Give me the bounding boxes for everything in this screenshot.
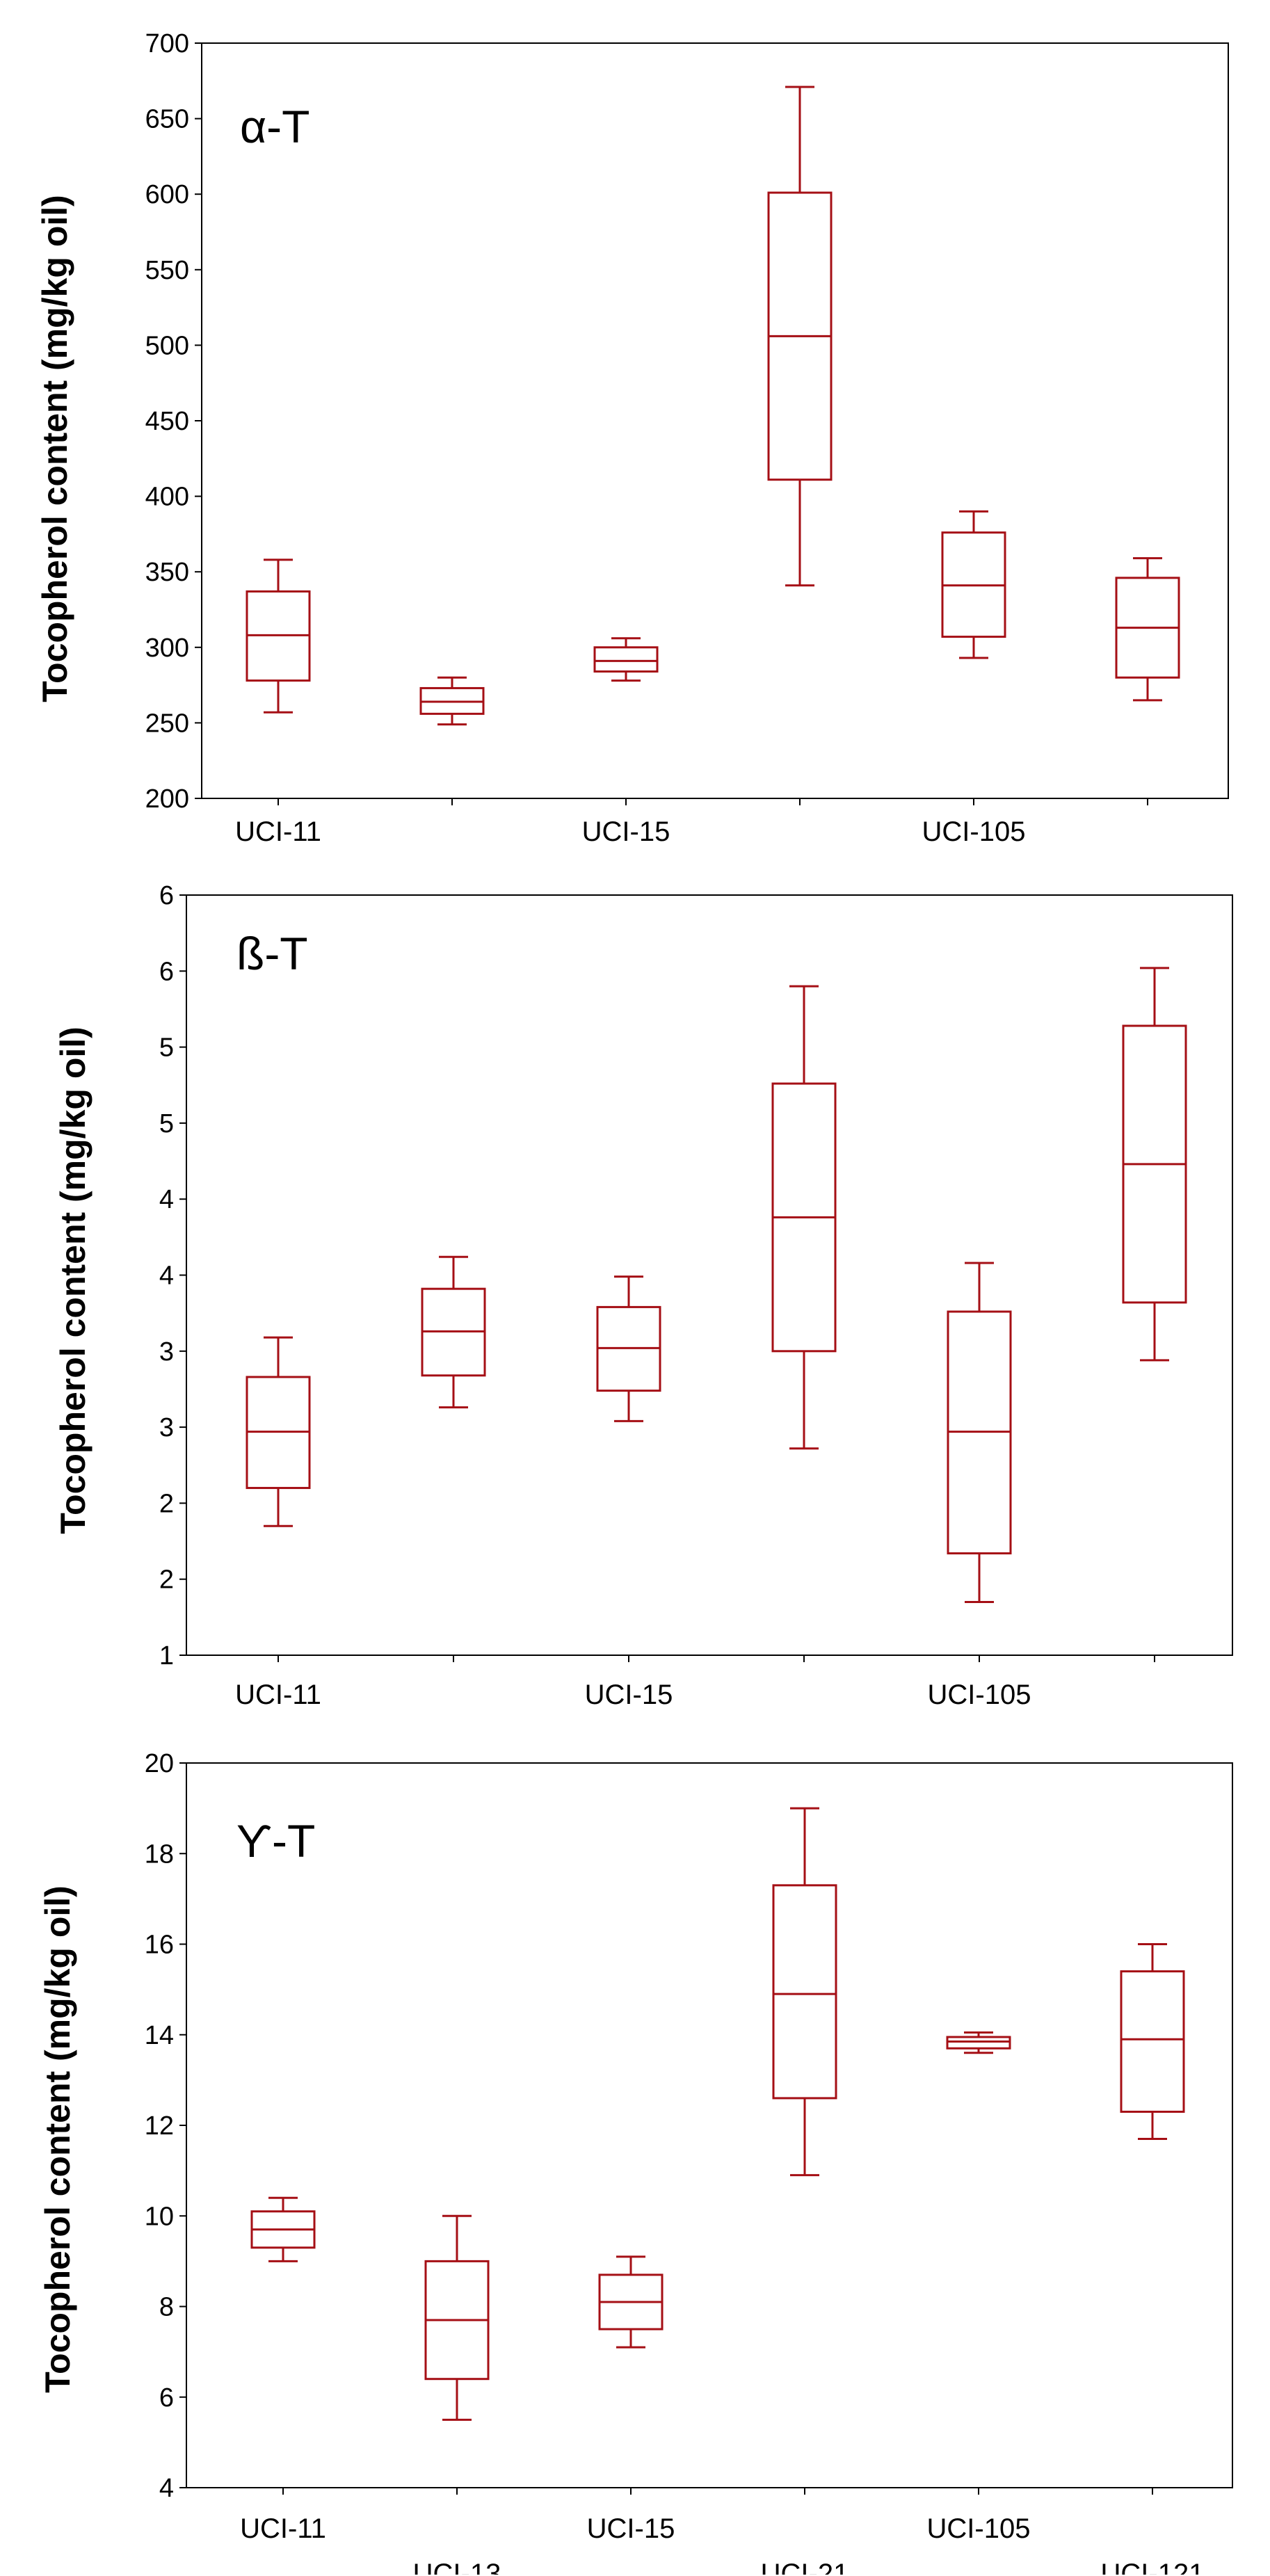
y-axis-title: Tocopherol content (mg/kg oil): [38, 1885, 77, 2393]
x-category-label: UCI-11: [235, 816, 321, 847]
plot-frame: [201, 42, 1229, 799]
y-tick-label: 4: [159, 1185, 174, 1214]
y-axis-title: Tocopherol content (mg/kg oil): [54, 1027, 93, 1534]
y-tick-label: 5: [159, 1033, 174, 1063]
y-tick-label: 6: [159, 957, 174, 986]
x-category-label: UCI-21: [761, 2559, 849, 2575]
box-uci-15: [598, 2255, 664, 2349]
box-uci-11: [250, 2196, 316, 2262]
box-uci-13: [424, 2214, 490, 2421]
alpha-tocopherol-chart: 200 250 300 350 400 450 500 550 600 650 700 UCI-11 U…: [35, 29, 1229, 847]
y-tick-label: 2: [159, 1489, 174, 1518]
box-uci-13: [421, 1255, 486, 1409]
box-uci-21: [767, 86, 833, 587]
y-tick-label: 20: [145, 1749, 174, 1778]
panel-label: α-T: [240, 101, 310, 152]
box-uci-105: [947, 1262, 1012, 1603]
y-axis-title: Tocopherol content (mg/kg oil): [35, 195, 74, 702]
x-category-label: UCI-105: [928, 1680, 1031, 1710]
y-tick-label: 400: [145, 483, 189, 512]
box-uci-21: [771, 985, 837, 1450]
box-uci-121: [1115, 557, 1180, 702]
alpha-tocopherol-panel: 200 250 300 350 400 450 500 550 600 650 700 UCI-11 U…: [0, 0, 1270, 858]
plot-frame: [186, 1762, 1233, 2488]
beta-tocopherol-chart: 12233445566UCI-11UCI-13UCI-15UCI-21UCI-1…: [54, 881, 1233, 1710]
y-tick-label: 4: [159, 2474, 174, 2503]
x-category-label: UCI-11: [240, 2513, 326, 2544]
box-uci-121: [1122, 967, 1187, 1362]
x-category-label: UCI-15: [585, 1680, 673, 1710]
y-tick-label: 700: [145, 29, 189, 58]
y-tick-label: 8: [159, 2293, 174, 2322]
box-uci-15: [596, 1275, 661, 1422]
box-uci-121: [1120, 1943, 1185, 2141]
y-tick-label: 650: [145, 105, 189, 134]
y-tick-label: 3: [159, 1337, 174, 1367]
y-tick-label: 12: [145, 2111, 174, 2141]
iqr-box: [593, 646, 659, 673]
y-tick-label: 200: [145, 784, 189, 814]
x-category-label: UCI-105: [927, 2513, 1031, 2544]
y-tick-label: 250: [145, 709, 189, 738]
box-uci-11: [246, 558, 311, 714]
y-tick-label: 500: [145, 331, 189, 360]
box-uci-13: [419, 676, 485, 726]
iqr-box: [946, 2036, 1011, 2050]
x-category-label: UCI-121: [1101, 2559, 1205, 2575]
y-tick-label: 5: [159, 1109, 174, 1138]
panel-label: ß-T: [236, 928, 308, 979]
y-tick-label: 550: [145, 256, 189, 285]
gamma-tocopherol-chart: 4 6 8 10 12 14 16 18 20 UCI-11 UCI-13 UCI-15 UCI-21 U…: [38, 1749, 1233, 2575]
beta-tocopherol-panel: 12233445566UCI-11UCI-13UCI-15UCI-21UCI-1…: [0, 858, 1270, 1716]
y-tick-label: 600: [145, 180, 189, 209]
box-uci-21: [772, 1807, 837, 2177]
box-uci-11: [246, 1336, 311, 1527]
iqr-box: [1120, 1970, 1185, 2113]
box-uci-105: [941, 510, 1006, 659]
y-tick-label: 350: [145, 558, 189, 587]
box-uci-105: [946, 2031, 1011, 2054]
y-tick-label: 2: [159, 1565, 174, 1595]
y-tick-label: 300: [145, 634, 189, 663]
box-uci-15: [593, 637, 659, 682]
x-category-label: UCI-15: [587, 2513, 675, 2544]
y-tick-label: 3: [159, 1413, 174, 1442]
y-tick-label: 18: [145, 1840, 174, 1869]
y-tick-label: 1: [159, 1641, 174, 1671]
x-category-label: UCI-13: [413, 2559, 501, 2575]
x-category-label: UCI-11: [235, 1680, 321, 1710]
y-tick-label: 16: [145, 1931, 174, 1960]
plot-frame: [186, 894, 1233, 1656]
y-tick-label: 14: [145, 2021, 174, 2050]
y-tick-label: 10: [145, 2202, 174, 2231]
y-tick-label: 450: [145, 407, 189, 436]
iqr-box: [772, 1884, 837, 2100]
y-tick-label: 6: [159, 881, 174, 910]
y-tick-label: 6: [159, 2383, 174, 2413]
panel-label: Ƴ-T: [236, 1815, 315, 1867]
x-category-label: UCI-15: [582, 816, 670, 847]
x-category-label: UCI-105: [922, 816, 1026, 847]
gamma-tocopherol-panel: 4 6 8 10 12 14 16 18 20 UCI-11 UCI-13 UCI-15 UCI-21 U…: [0, 1716, 1270, 2575]
y-tick-label: 4: [159, 1262, 174, 1291]
